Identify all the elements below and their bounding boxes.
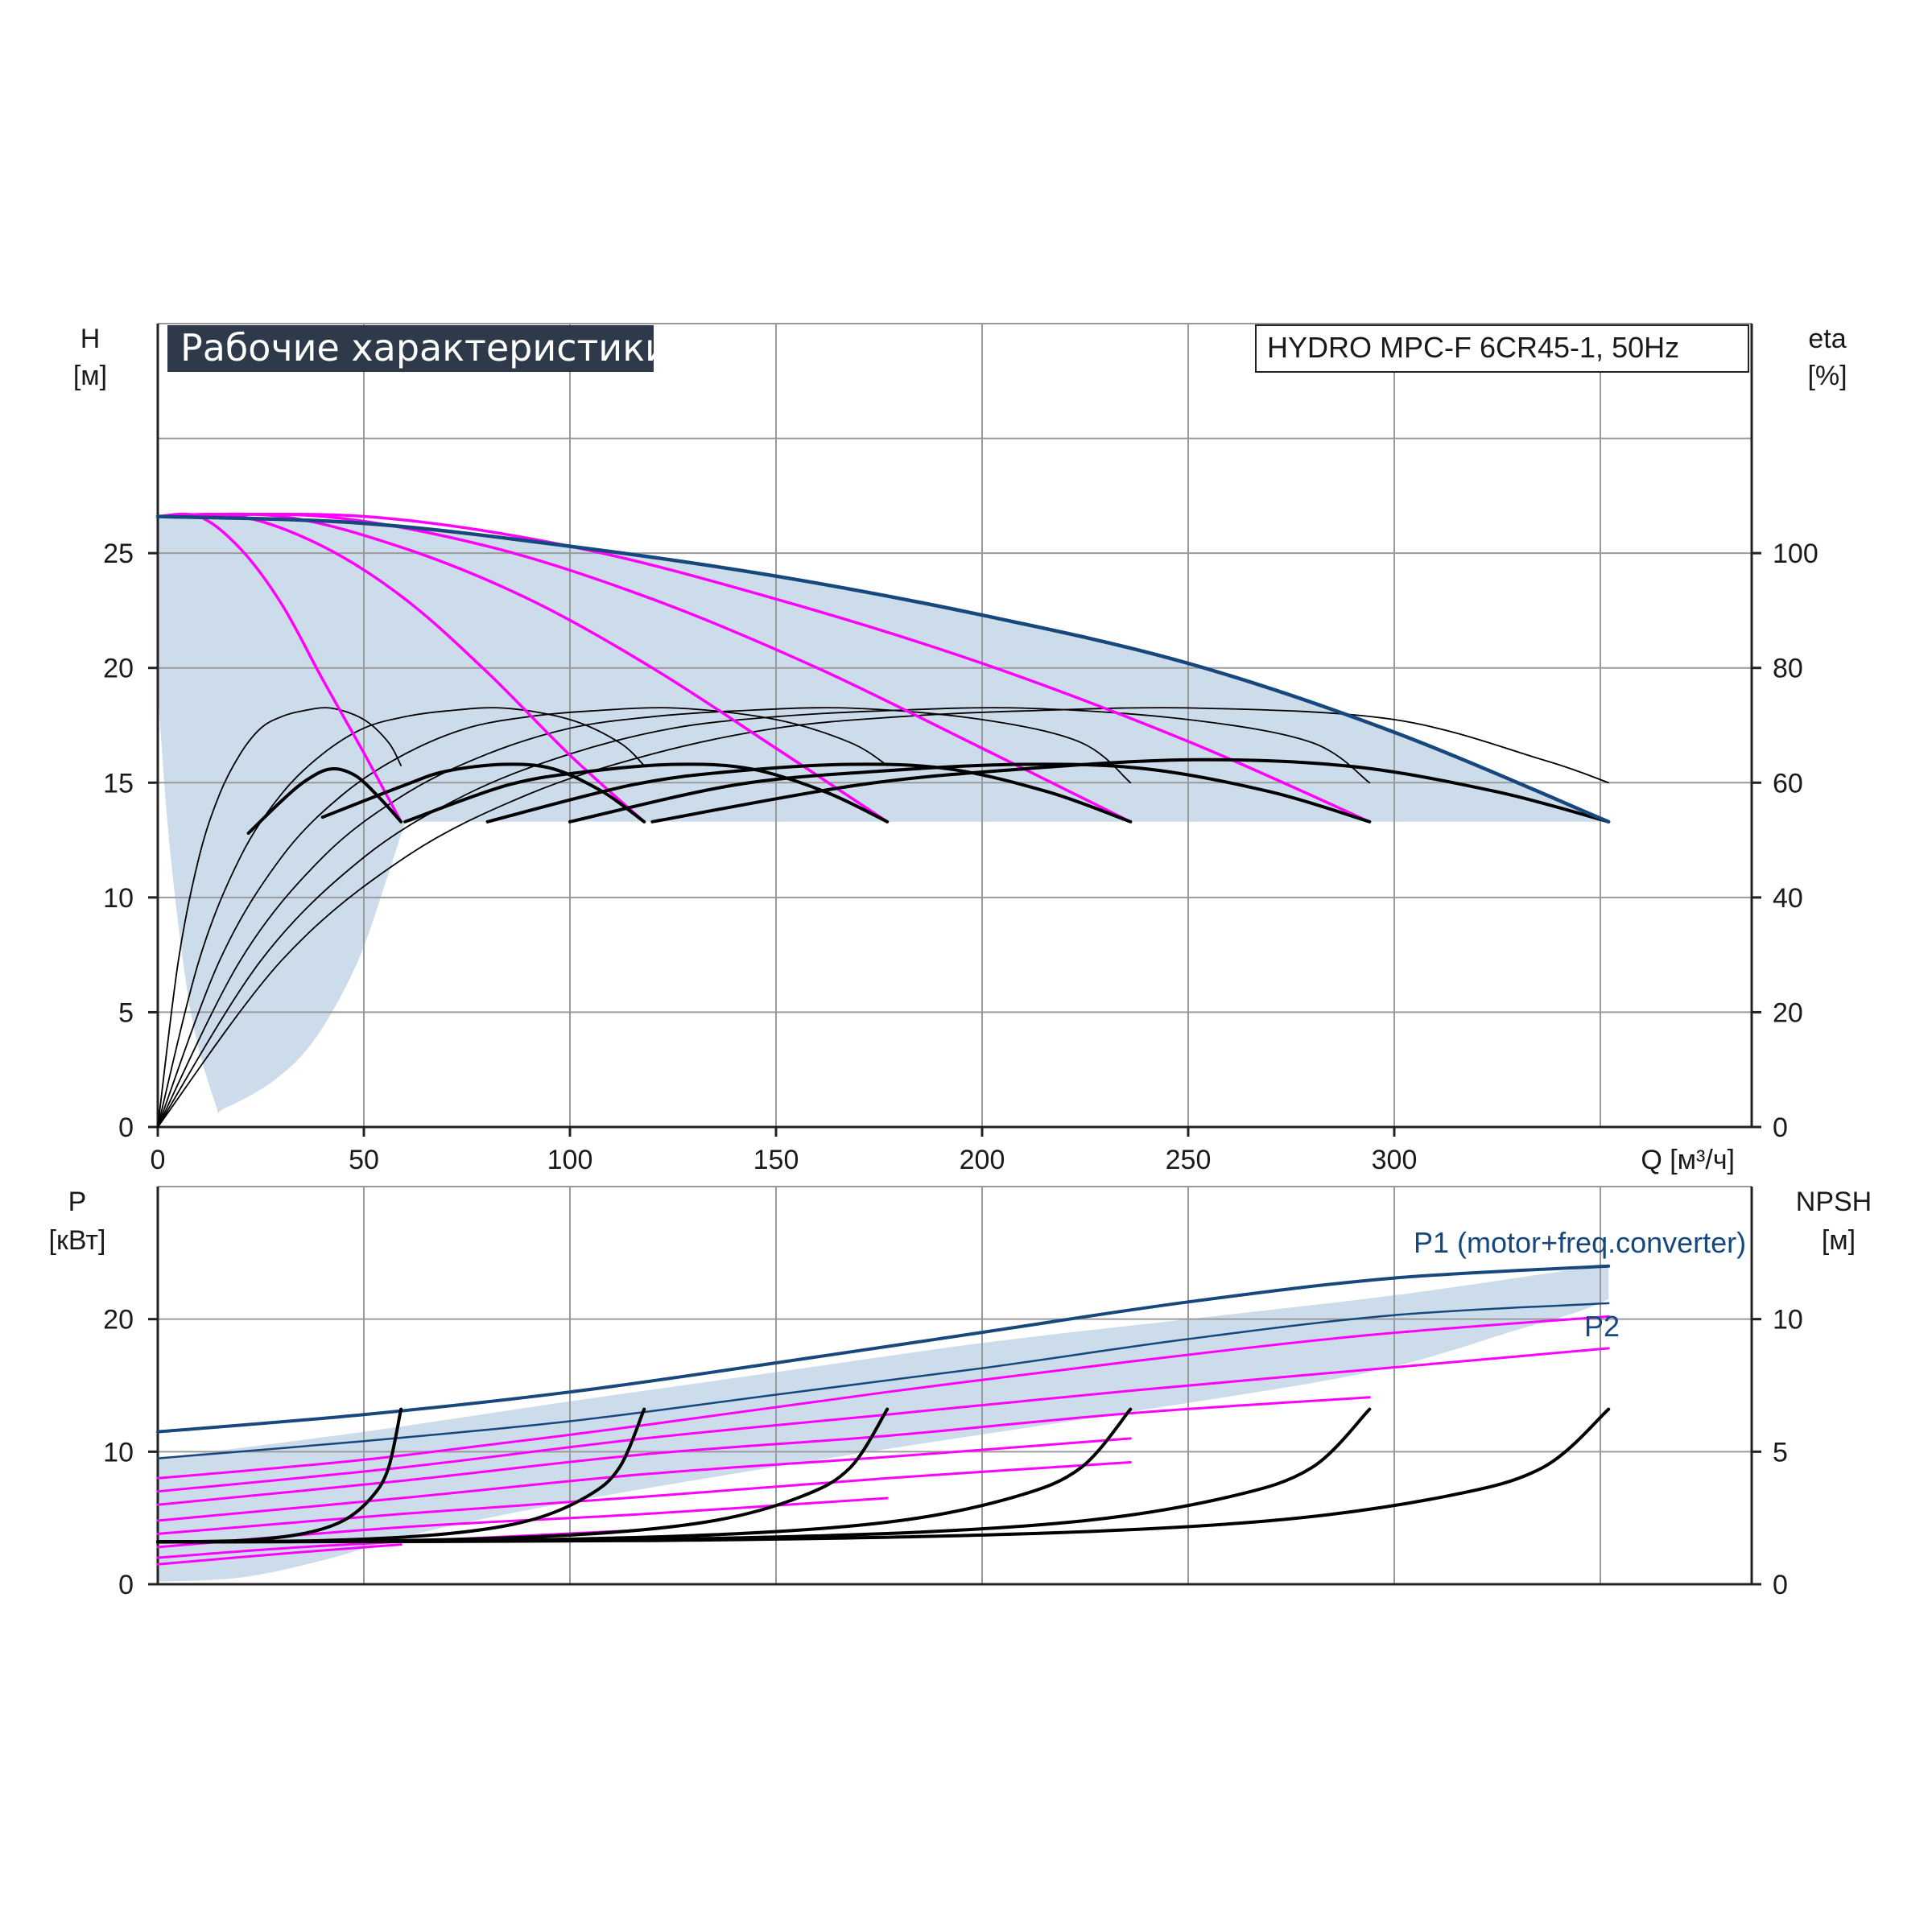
system-curve-4 bbox=[156, 513, 1372, 824]
npsh-curve-15 bbox=[156, 1407, 1611, 1544]
y-tick-label: 0 bbox=[118, 1113, 134, 1143]
y-tick-label: 25 bbox=[103, 539, 134, 569]
system-curve-9 bbox=[156, 1543, 402, 1566]
system-curve-5 bbox=[156, 1437, 1132, 1522]
system-curve-3 bbox=[156, 512, 1133, 824]
x-tick-label: 150 bbox=[753, 1145, 799, 1175]
x-tick-label: 300 bbox=[1372, 1145, 1418, 1175]
system-curve-1 bbox=[156, 513, 646, 824]
system-curve-4 bbox=[156, 1396, 1371, 1506]
y2-tick-label: 60 bbox=[1773, 768, 1803, 799]
system-curve-2 bbox=[156, 1315, 1610, 1480]
pump-curve-14 bbox=[403, 762, 890, 824]
y2-tick-label: 20 bbox=[1773, 997, 1803, 1028]
pump-curve-15 bbox=[485, 762, 1133, 824]
y-tick-label: 0 bbox=[118, 1570, 134, 1600]
eta-curve-7 bbox=[157, 707, 646, 1128]
x-tick-label: 100 bbox=[547, 1145, 593, 1175]
y-tick-label: 15 bbox=[103, 768, 134, 799]
y2-axis-label: NPSH bbox=[1796, 1187, 1872, 1217]
p2-label: P2 bbox=[1584, 1310, 1620, 1343]
pump-curve-12 bbox=[246, 767, 403, 835]
title-box bbox=[167, 325, 654, 372]
y2-tick-label: 40 bbox=[1773, 883, 1803, 914]
y2-axis-unit: [м] bbox=[1822, 1225, 1856, 1256]
max_thin-curve-1 bbox=[156, 1302, 1610, 1459]
max-curve-5 bbox=[155, 514, 1611, 824]
power-range-area bbox=[158, 1265, 1609, 1582]
power-npsh-panel: 0 10 20 0 5 10 P [кВт] NPSH [м] P1 (motor+freq.con… bbox=[49, 1186, 1872, 1600]
pump-curve-17 bbox=[650, 758, 1611, 824]
y-tick-label: 10 bbox=[103, 1437, 134, 1468]
system-curve-3 bbox=[156, 1347, 1610, 1493]
x-tick-label: 50 bbox=[349, 1145, 379, 1175]
y2-axis-unit: [%] bbox=[1807, 361, 1847, 391]
eta-curve-6 bbox=[157, 707, 402, 1128]
y-axis-label: H bbox=[80, 324, 101, 354]
y-tick-label: 5 bbox=[118, 997, 134, 1028]
model-box bbox=[1255, 324, 1749, 373]
x-tick-label: 0 bbox=[151, 1145, 166, 1175]
model-label: HYDRO MPC-F 6CR45-1, 50Hz bbox=[1267, 331, 1679, 364]
y2-tick-label: 5 bbox=[1773, 1437, 1788, 1468]
eta-curve-10 bbox=[157, 707, 1371, 1128]
y-tick-label: 20 bbox=[103, 654, 134, 684]
y-axis-unit: [кВт] bbox=[49, 1225, 106, 1256]
x-tick-label: 250 bbox=[1166, 1145, 1212, 1175]
pump-curve-16 bbox=[568, 762, 1372, 824]
y2-tick-label: 10 bbox=[1773, 1305, 1803, 1335]
y2-tick-label: 80 bbox=[1773, 654, 1803, 684]
y2-tick-label: 100 bbox=[1773, 539, 1818, 569]
max-curve-0 bbox=[156, 1264, 1611, 1434]
y2-tick-label: 0 bbox=[1773, 1113, 1788, 1143]
system-curve-2 bbox=[156, 512, 889, 824]
y-tick-label: 20 bbox=[103, 1305, 134, 1335]
eta-curve-8 bbox=[157, 707, 889, 1128]
y-axis-unit: [м] bbox=[73, 361, 107, 391]
y2-axis-label: eta bbox=[1808, 324, 1846, 354]
y-tick-label: 10 bbox=[103, 883, 134, 914]
y-axis-label: P bbox=[68, 1187, 87, 1217]
p1-label: P1 (motor+freq.converter) bbox=[1414, 1226, 1746, 1259]
x-tick-label: 200 bbox=[960, 1145, 1005, 1175]
x-axis-label: Q [м³/ч] bbox=[1641, 1145, 1735, 1175]
head-efficiency-panel: 0 50 100 150 200 250 3000510152025020406080100… bbox=[73, 323, 1847, 1175]
system-curve-6 bbox=[156, 1461, 1132, 1535]
chart-title: Рабочие характеристики bbox=[180, 326, 669, 369]
operating-range-area bbox=[158, 516, 1609, 1114]
eta-curve-11 bbox=[157, 707, 1610, 1128]
eta-curve-9 bbox=[157, 707, 1132, 1128]
y2-tick-label: 0 bbox=[1773, 1570, 1788, 1600]
